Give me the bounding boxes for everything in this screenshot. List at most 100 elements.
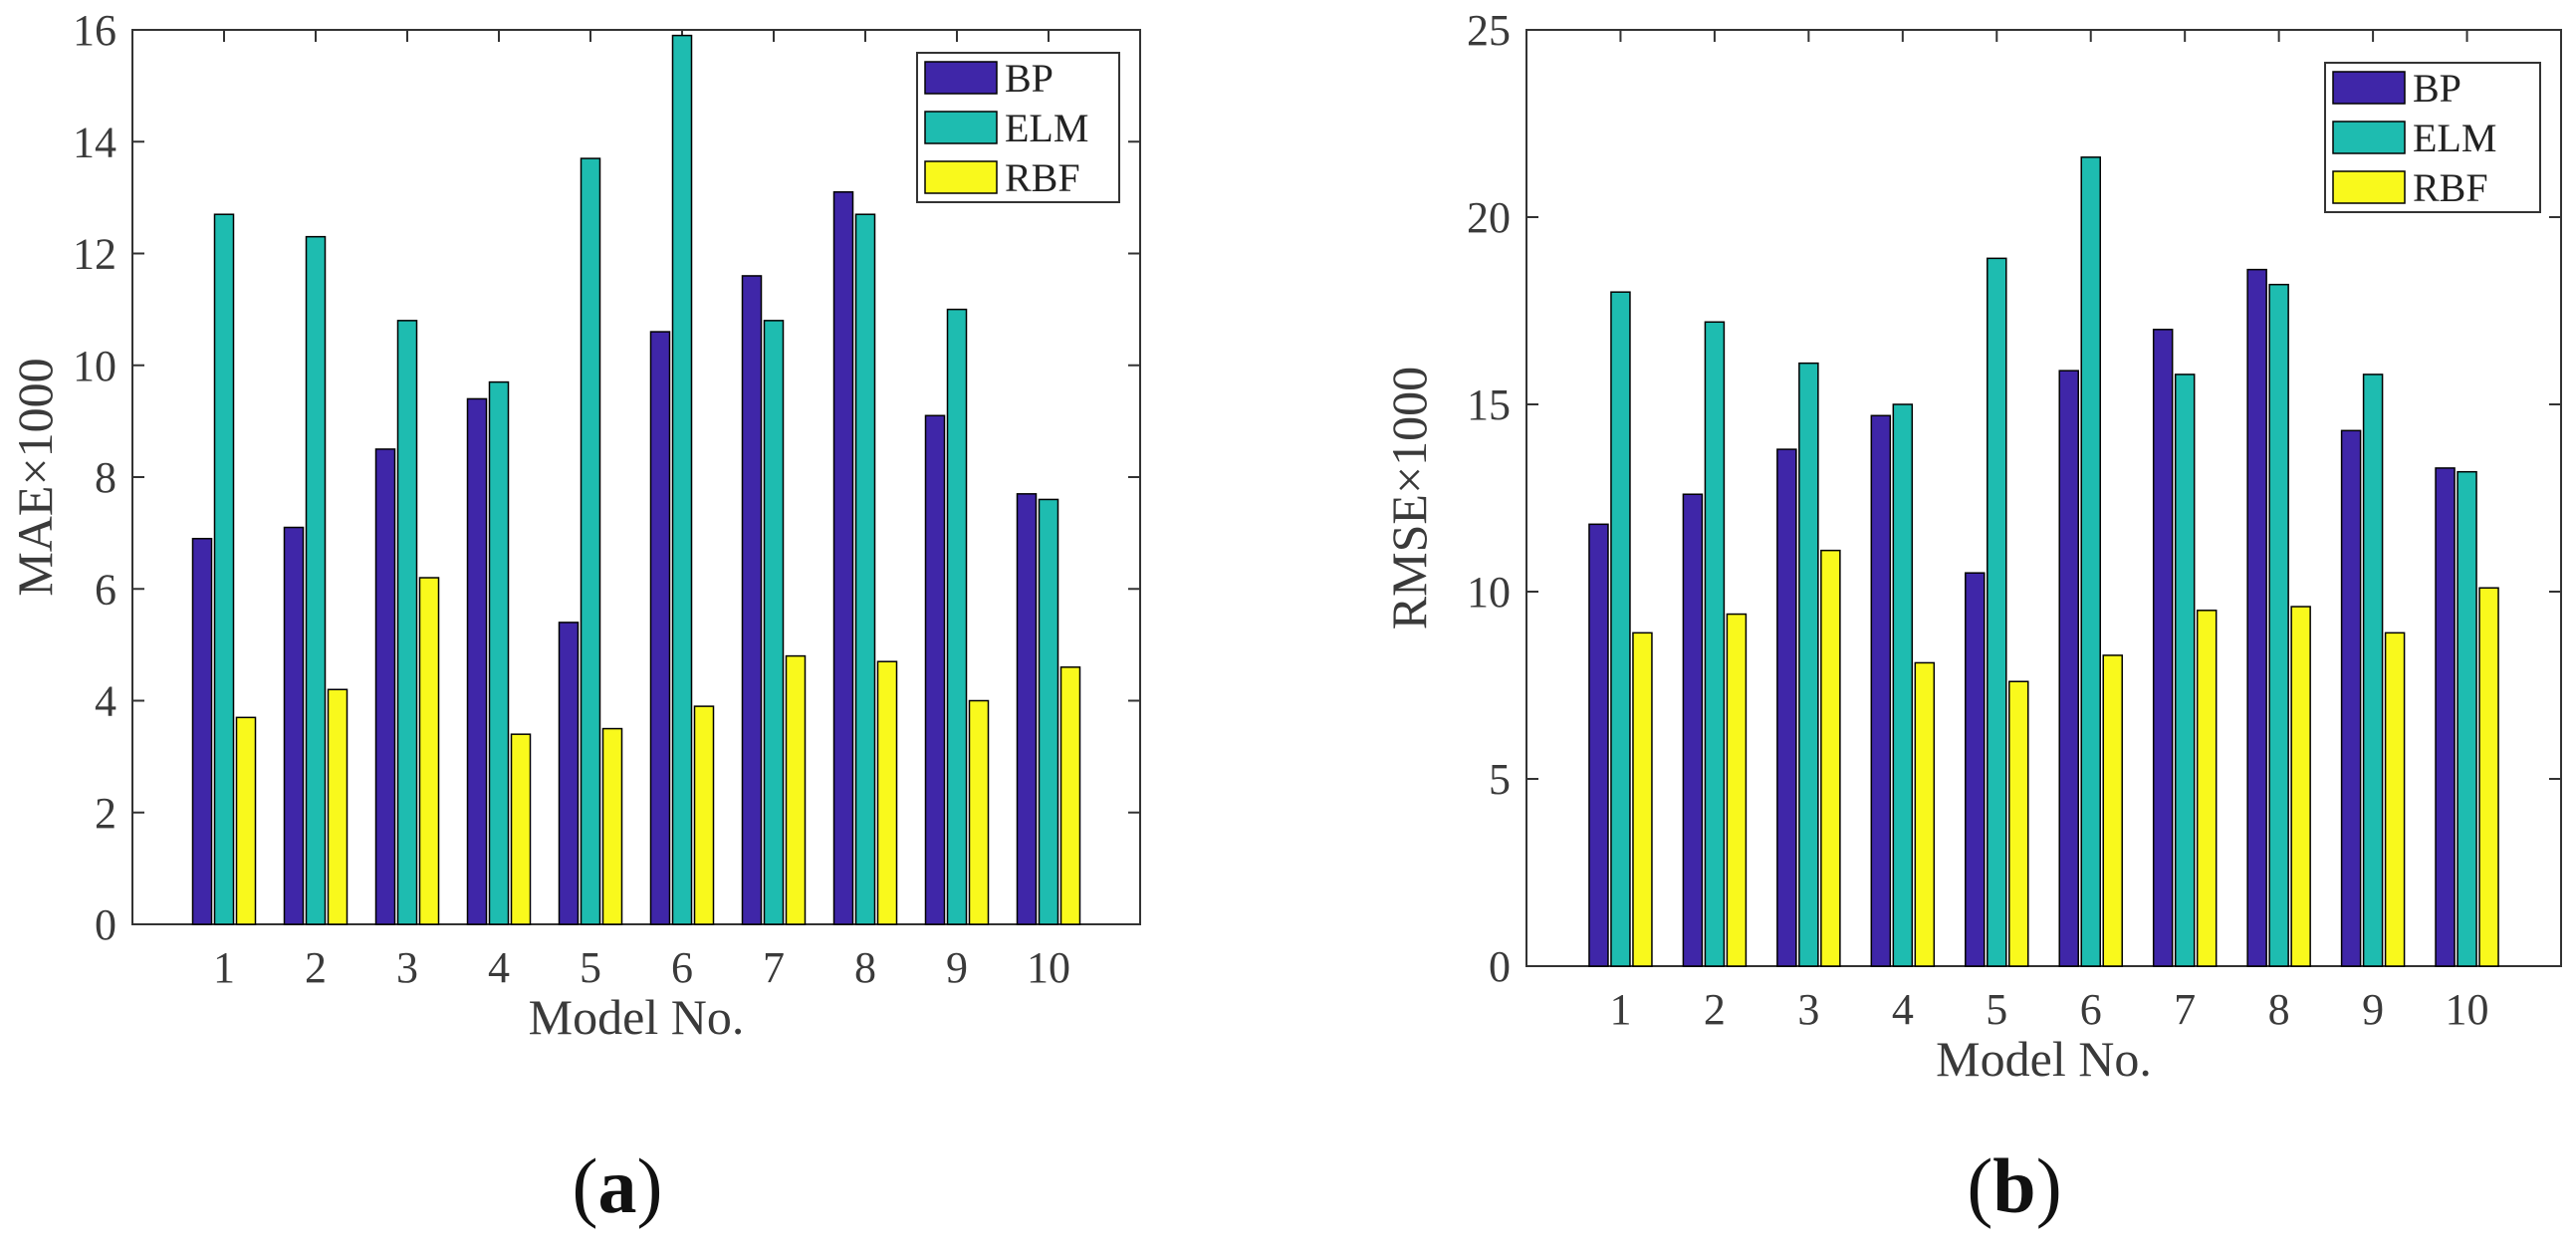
panel-label-open-paren: ( — [573, 1142, 598, 1229]
bar-elm-model-5 — [1987, 257, 2007, 967]
bar-elm-model-4 — [1892, 403, 1914, 967]
bar-bp-model-8 — [2246, 268, 2267, 967]
bar-rbf-model-7 — [785, 654, 807, 925]
legend-label-elm: ELM — [1005, 106, 1088, 150]
bar-elm-model-2 — [305, 235, 327, 925]
bar-bp-model-9 — [924, 414, 946, 925]
x-tick-label: 8 — [2268, 985, 2290, 1034]
x-tick-label: 4 — [1892, 985, 1914, 1034]
x-tick-label: 1 — [1609, 985, 1631, 1034]
y-tick-label: 20 — [1467, 193, 1511, 242]
bar-rbf-model-10 — [2478, 587, 2499, 967]
x-tick-label: 2 — [1704, 985, 1726, 1034]
bar-elm-model-7 — [763, 320, 785, 925]
panel-label: (b) — [1967, 1142, 2061, 1229]
bar-bp-model-5 — [558, 622, 580, 925]
chart-panel-b: 0 5 10 15 20 25 1 2 3 4 5 6 7 8 9 10 Model No. RMSE×1000 B… — [1381, 6, 2562, 1229]
bar-elm-model-10 — [2457, 470, 2477, 967]
y-tick-label: 5 — [1489, 755, 1511, 804]
x-tick-label: 2 — [305, 943, 327, 992]
legend-swatch-elm — [2332, 121, 2406, 154]
y-tick-label: 10 — [1467, 568, 1511, 617]
bar-rbf-model-7 — [2196, 610, 2218, 967]
x-tick-label: 4 — [488, 943, 510, 992]
y-tick-label: 8 — [95, 453, 117, 502]
bar-bp-model-8 — [832, 191, 854, 925]
y-tick-label: 2 — [95, 789, 117, 838]
bar-rbf-model-1 — [1632, 631, 1653, 967]
y-tick-label: 10 — [73, 342, 117, 390]
legend: BP ELM RBF — [916, 52, 1120, 203]
bar-elm-model-6 — [671, 34, 693, 925]
axes-box — [1525, 29, 2562, 967]
bar-bp-model-3 — [1776, 448, 1797, 967]
bar-bp-model-4 — [466, 397, 488, 925]
bar-rbf-model-6 — [693, 705, 715, 925]
bar-bp-model-10 — [2435, 467, 2456, 967]
x-tick-label: 8 — [854, 943, 876, 992]
panel-label: (a) — [573, 1142, 663, 1229]
y-tick-label: 12 — [73, 230, 117, 279]
bar-rbf-model-4 — [1914, 661, 1936, 967]
panel-label-close-paren: ) — [637, 1142, 663, 1229]
y-tick-label: 14 — [73, 118, 117, 166]
bar-bp-model-9 — [2340, 429, 2362, 967]
y-axis-title: RMSE×1000 — [1381, 367, 1437, 629]
x-tick-label: 7 — [2174, 985, 2196, 1034]
bar-elm-model-3 — [396, 320, 418, 925]
x-tick-label: 6 — [671, 943, 693, 992]
bar-bp-model-7 — [741, 275, 763, 925]
bar-bp-model-1 — [191, 537, 213, 925]
bar-rbf-model-2 — [1726, 613, 1748, 967]
x-tick-label: 9 — [2362, 985, 2384, 1034]
bar-bp-model-1 — [1588, 523, 1609, 967]
x-axis-title: Model No. — [1936, 1031, 2152, 1087]
bar-bp-model-10 — [1016, 493, 1038, 925]
bar-rbf-model-10 — [1059, 666, 1081, 925]
bar-rbf-model-1 — [235, 716, 257, 925]
x-axis-title: Model No. — [529, 989, 745, 1045]
y-axis-title: MAE×1000 — [7, 358, 63, 596]
panel-label-letter: b — [1992, 1142, 2035, 1229]
y-tick-label: 16 — [73, 6, 117, 55]
bar-rbf-model-3 — [418, 577, 440, 925]
y-tick-label: 0 — [1489, 942, 1511, 991]
panel-label-close-paren: ) — [2036, 1142, 2062, 1229]
x-tick-label: 10 — [2446, 985, 2489, 1034]
bar-rbf-model-3 — [1820, 549, 1841, 967]
bar-elm-model-1 — [1610, 291, 1631, 967]
panel-label-letter: a — [598, 1142, 637, 1229]
bar-rbf-model-9 — [2384, 631, 2406, 967]
bar-rbf-model-4 — [510, 733, 532, 925]
bar-elm-model-10 — [1038, 498, 1059, 925]
y-tick-label: 4 — [95, 677, 117, 726]
bar-rbf-model-8 — [2290, 606, 2311, 967]
x-tick-label: 3 — [396, 943, 418, 992]
legend-swatch-elm — [924, 111, 998, 144]
bar-bp-model-2 — [1682, 493, 1704, 967]
bar-elm-model-1 — [213, 213, 235, 925]
bar-elm-model-2 — [1704, 321, 1726, 967]
legend-label-rbf: RBF — [1005, 155, 1080, 200]
x-tick-label: 6 — [2080, 985, 2102, 1034]
bar-bp-model-2 — [283, 526, 305, 925]
bar-elm-model-8 — [2268, 283, 2289, 967]
x-tick-label: 3 — [1797, 985, 1819, 1034]
y-tick-label: 15 — [1467, 380, 1511, 429]
legend-label-elm: ELM — [2413, 116, 2496, 160]
legend-swatch-bp — [924, 61, 998, 95]
bar-elm-model-7 — [2174, 374, 2196, 967]
x-tick-label: 5 — [580, 943, 601, 992]
bar-rbf-model-5 — [601, 727, 623, 925]
bar-rbf-model-2 — [327, 688, 349, 925]
x-tick-label: 1 — [213, 943, 235, 992]
bar-bp-model-6 — [649, 331, 671, 925]
x-tick-label: 5 — [1986, 985, 2007, 1034]
legend-swatch-rbf — [924, 160, 998, 194]
y-tick-label: 25 — [1467, 6, 1511, 55]
bar-elm-model-3 — [1798, 362, 1819, 967]
bar-elm-model-9 — [946, 308, 968, 925]
legend-swatch-rbf — [2332, 170, 2406, 204]
bar-elm-model-8 — [854, 213, 876, 925]
